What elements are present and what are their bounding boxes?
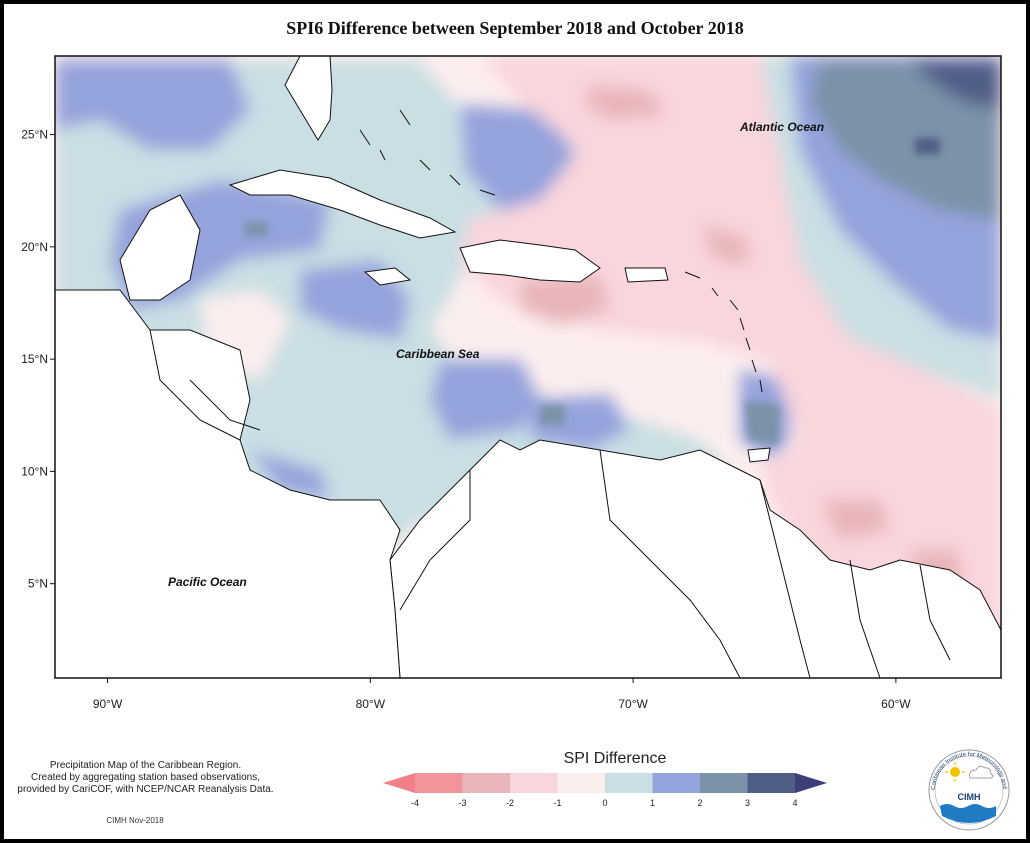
zone-positive-gulf bbox=[55, 60, 250, 150]
credits-line: Precipitation Map of the Caribbean Regio… bbox=[49, 760, 242, 771]
lat-tick-label: 5°N bbox=[28, 577, 48, 591]
border-line bbox=[759, 479, 811, 678]
sun-rays bbox=[945, 762, 965, 782]
legend-swatch bbox=[652, 773, 701, 793]
ocean-label-caribbean: Caribbean Sea bbox=[396, 347, 480, 361]
legend-tick-label: 3 bbox=[745, 798, 750, 808]
zone-positive-nicaragua bbox=[250, 450, 330, 500]
landmass-florida bbox=[284, 56, 333, 141]
legend-swatch bbox=[462, 773, 511, 793]
cloud-icon bbox=[969, 766, 994, 779]
legend-swatch bbox=[700, 773, 748, 793]
zone-positive-bahamas bbox=[460, 105, 575, 210]
lat-tick-label: 15°N bbox=[21, 352, 48, 366]
latitude-axis: 25°N 20°N 15°N 10°N 5°N bbox=[21, 128, 55, 591]
legend-swatch bbox=[747, 773, 796, 793]
landmass-cuba bbox=[228, 169, 457, 239]
sun-icon bbox=[950, 767, 960, 777]
zone-pos2-yucatan-small bbox=[245, 222, 268, 236]
zone-pos2-gulf-honduras bbox=[540, 405, 565, 425]
zone-neg2-lesser bbox=[700, 225, 750, 265]
legend-tick-label: -4 bbox=[411, 798, 419, 808]
landmass-yucatan bbox=[119, 194, 201, 301]
zone-neg2-north bbox=[585, 85, 665, 120]
landmass-trinidad bbox=[747, 447, 771, 463]
zone-pos3-east-small bbox=[915, 138, 940, 154]
border-line bbox=[849, 559, 881, 678]
zone-neg2-hispaniola bbox=[520, 275, 610, 325]
map-title: SPI6 Difference between September 2018 a… bbox=[286, 18, 744, 38]
longitude-axis: 90°W 80°W 70°W 60°W bbox=[93, 678, 911, 711]
legend-swatch bbox=[415, 773, 463, 793]
legend-colorbar: -4 -3 -2 -1 0 1 2 3 4 bbox=[383, 773, 827, 808]
lat-tick-label: 10°N bbox=[21, 464, 48, 478]
lesser-antilles bbox=[684, 271, 763, 393]
zone-pos2-east bbox=[810, 60, 1001, 220]
water-waves-icon bbox=[940, 804, 996, 823]
ocean-label-atlantic: Atlantic Ocean bbox=[739, 120, 824, 134]
legend-arrow-low bbox=[383, 773, 415, 793]
border-line bbox=[599, 449, 741, 678]
map-border bbox=[54, 55, 1002, 679]
zone-neg2-guiana bbox=[820, 500, 890, 540]
lon-tick-label: 80°W bbox=[356, 697, 386, 711]
landmass-south-america bbox=[389, 439, 1001, 678]
legend-tick-label: 0 bbox=[602, 798, 607, 808]
land-outlines bbox=[55, 56, 1001, 678]
map-credits: Precipitation Map of the Caribbean Regio… bbox=[8, 760, 283, 796]
border-line bbox=[919, 564, 951, 661]
legend-tick-label: -3 bbox=[458, 798, 466, 808]
legend-swatch bbox=[557, 773, 606, 793]
landmass-jamaica bbox=[363, 267, 412, 286]
landmass-central-america bbox=[55, 289, 401, 678]
zone-positive-south bbox=[430, 360, 540, 440]
lon-tick-label: 90°W bbox=[93, 697, 123, 711]
landmass-puerto-rico bbox=[624, 267, 669, 283]
legend-title: SPI Difference bbox=[563, 750, 667, 767]
country-borders bbox=[149, 329, 951, 678]
landmass-hispaniola bbox=[459, 239, 601, 283]
zone-pos3-east bbox=[910, 60, 1001, 110]
border-line bbox=[399, 470, 471, 611]
credits-line: provided by CariCOF, with NCEP/NCAR Rean… bbox=[17, 784, 274, 795]
border-line bbox=[149, 329, 241, 441]
logo-text: CIMH bbox=[958, 792, 981, 802]
ocean-label-pacific: Pacific Ocean bbox=[168, 575, 247, 589]
legend-arrow-high bbox=[795, 773, 827, 793]
legend-swatch bbox=[510, 773, 558, 793]
legend-tick-label: 1 bbox=[650, 798, 655, 808]
legend-tick-label: -1 bbox=[553, 798, 561, 808]
legend-tick-label: 4 bbox=[792, 798, 797, 808]
lon-tick-label: 60°W bbox=[881, 697, 911, 711]
border-line bbox=[189, 379, 261, 431]
bahamas-islands bbox=[359, 109, 496, 196]
legend-swatch bbox=[605, 773, 653, 793]
lon-tick-label: 70°W bbox=[618, 697, 648, 711]
lat-tick-label: 20°N bbox=[21, 240, 48, 254]
island-chain bbox=[359, 109, 763, 393]
legend-tick-label: -2 bbox=[506, 798, 514, 808]
footer-credit: CIMH Nov-2018 bbox=[106, 816, 164, 825]
zone-pos2-trinidad bbox=[745, 400, 780, 445]
credits-line: Created by aggregating station based obs… bbox=[30, 772, 261, 783]
legend-tick-label: 2 bbox=[697, 798, 702, 808]
lat-tick-label: 25°N bbox=[21, 128, 48, 142]
